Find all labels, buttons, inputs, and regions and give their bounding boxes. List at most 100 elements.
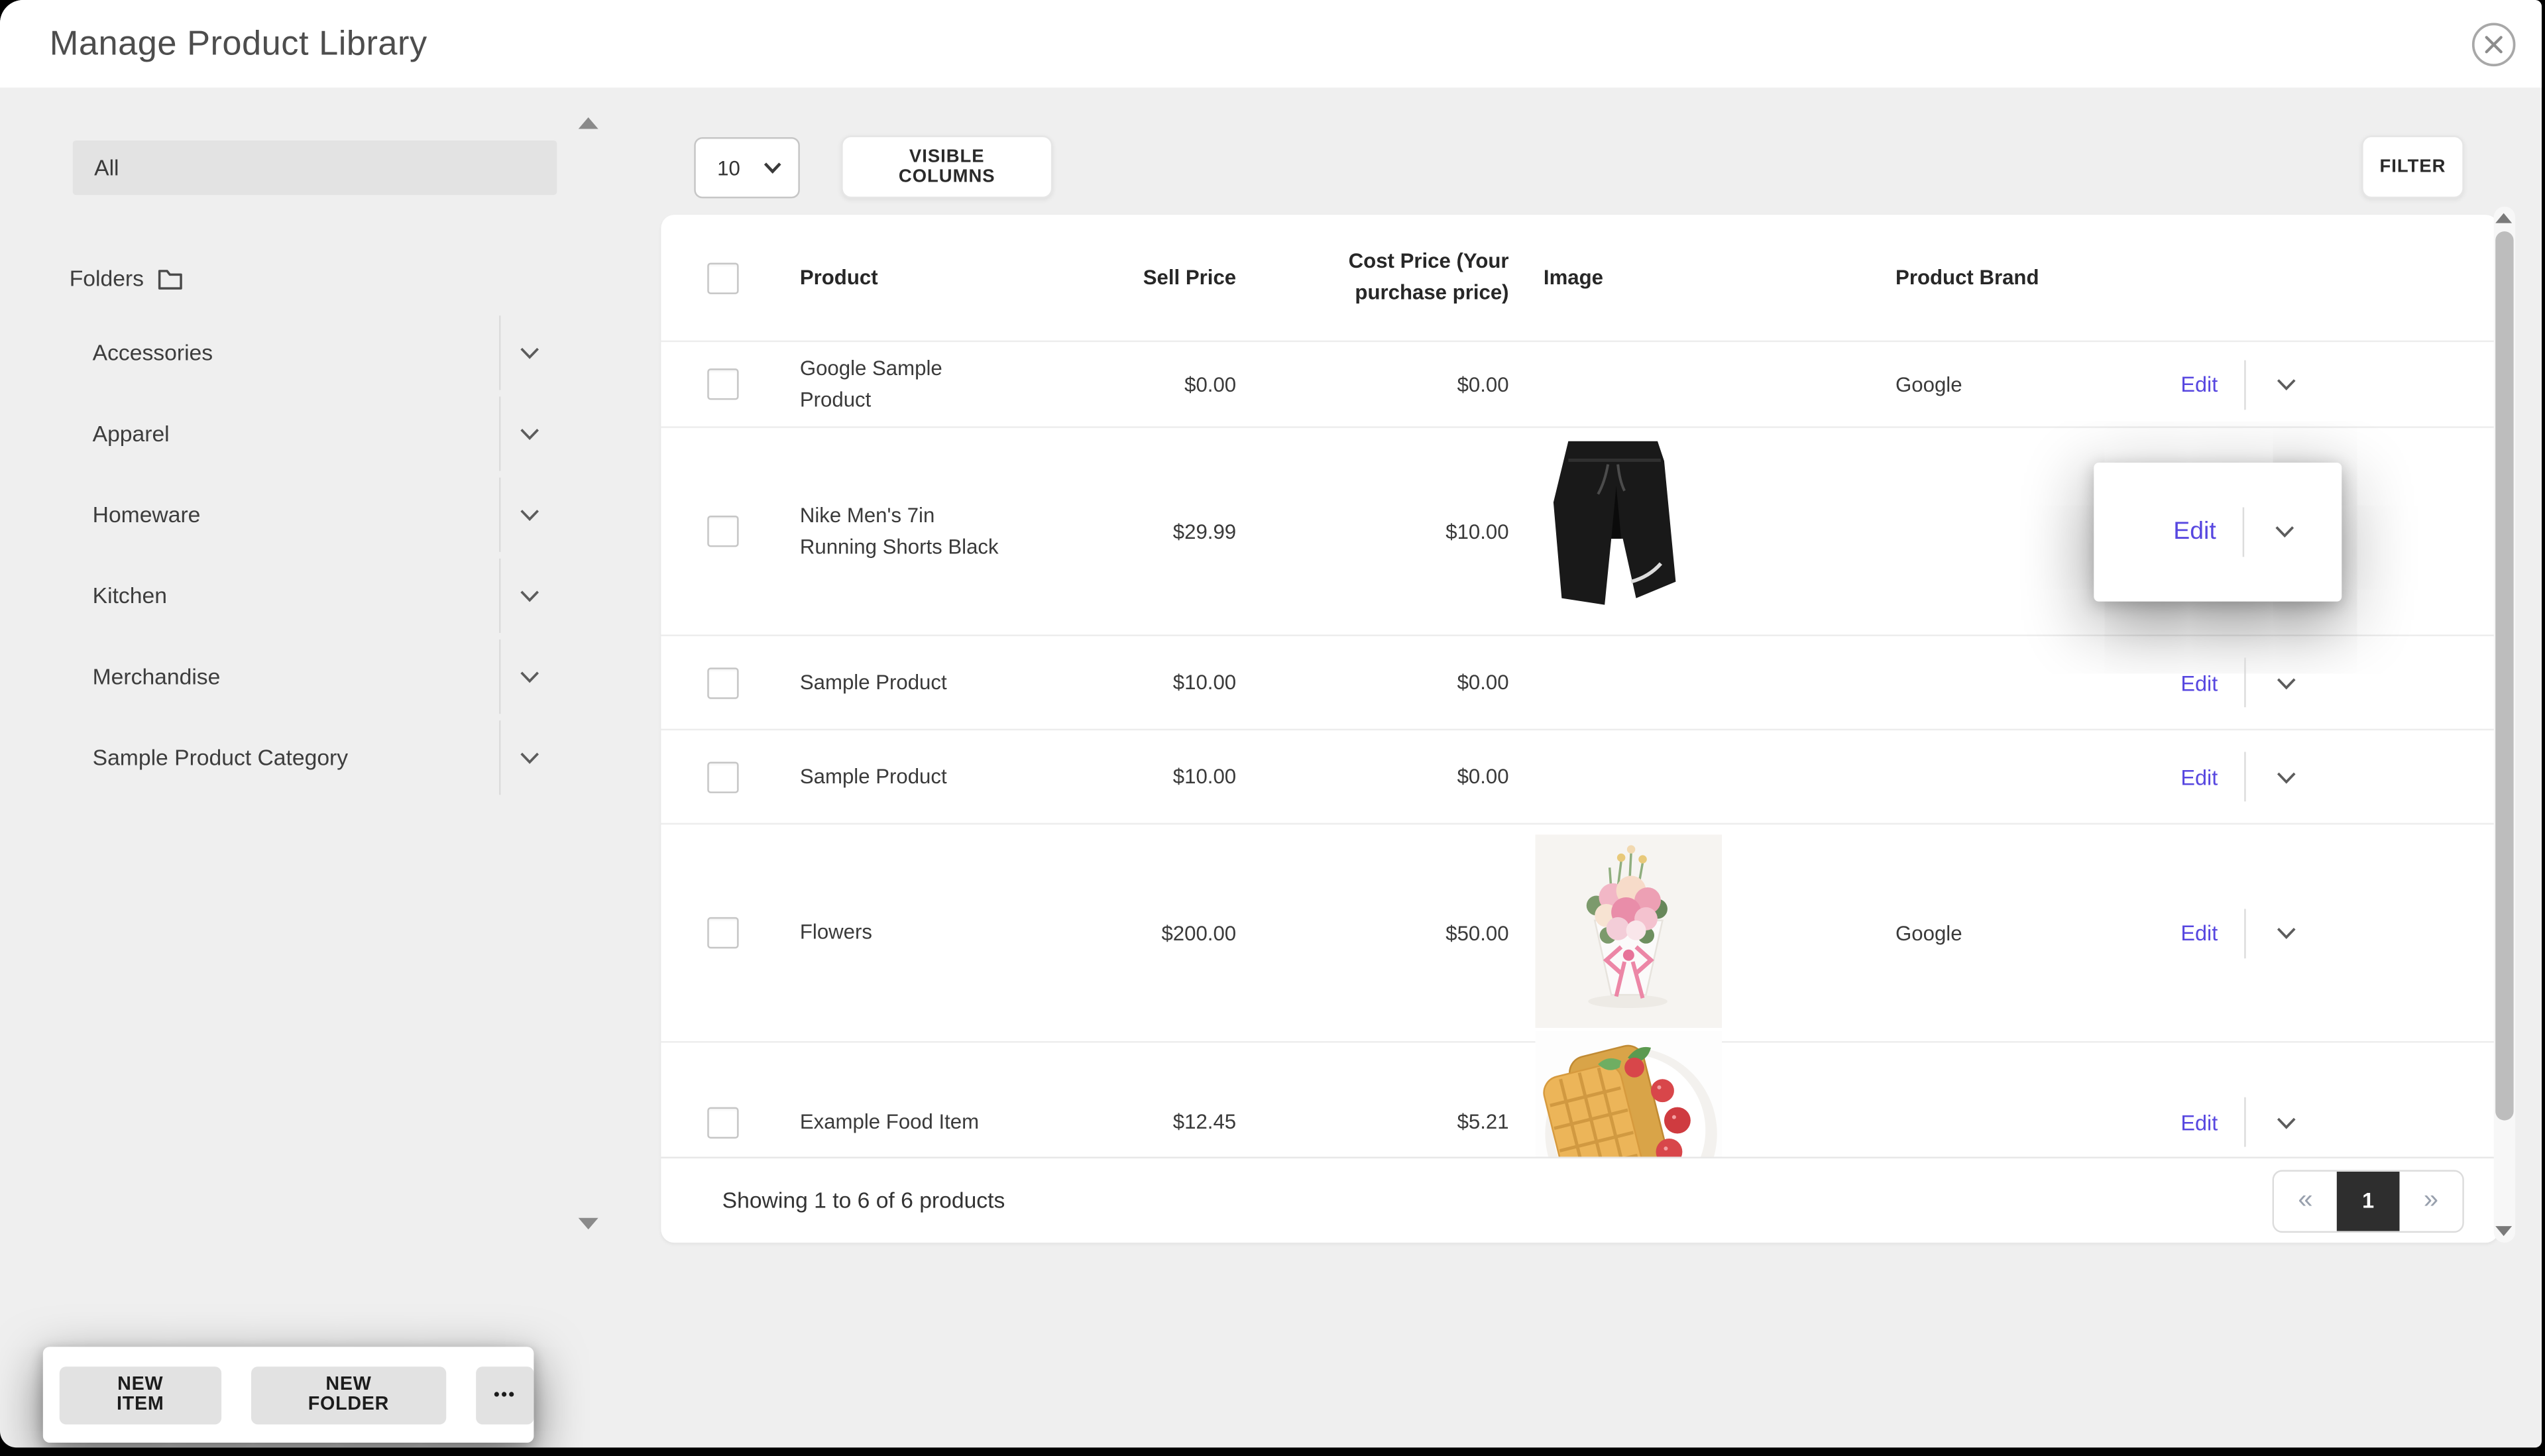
visible-columns-button[interactable]: VISIBLE COLUMNS	[841, 135, 1053, 199]
sidebar-item-all[interactable]: All	[72, 140, 557, 196]
sell-price: $10.00	[1172, 671, 1237, 695]
table-row: Nike Men's 7in Running Shorts Black $29.…	[661, 426, 2499, 634]
close-icon	[2471, 23, 2516, 67]
edit-link[interactable]: Edit	[2180, 670, 2218, 695]
sidebar-scroll-up-icon[interactable]	[578, 117, 598, 129]
folder-name: Merchandise	[92, 664, 221, 689]
scroll-down-icon[interactable]	[2495, 1226, 2513, 1237]
new-item-button[interactable]: NEW ITEM	[59, 1365, 221, 1424]
row-checkbox[interactable]	[707, 515, 739, 547]
sell-price: $29.99	[1172, 520, 1237, 543]
scroll-up-icon[interactable]	[2495, 213, 2513, 223]
sidebar-folder-item-accessories[interactable]: Accessories	[93, 315, 557, 390]
main-scrollbar[interactable]	[2493, 206, 2516, 1243]
folder-divider	[499, 720, 501, 795]
chevron-down-icon[interactable]	[516, 501, 543, 534]
select-caret-icon	[764, 162, 781, 174]
row-checkbox[interactable]	[707, 761, 739, 793]
pagination-page-1-button[interactable]: 1	[2336, 1170, 2400, 1231]
table-row: Google Sample Product $0.00 $0.00 Google…	[661, 340, 2499, 427]
product-name: Sample Product	[799, 764, 947, 788]
scrollbar-thumb[interactable]	[2495, 231, 2514, 1121]
folders-label: Folders	[69, 266, 144, 291]
actions-divider	[2244, 657, 2246, 708]
table-row: Sample Product $10.00 $0.00 Edit	[661, 728, 2499, 823]
row-actions-chevron[interactable]	[2273, 1108, 2300, 1136]
filter-button[interactable]: FILTER	[2361, 135, 2464, 199]
folder-name: Homeware	[92, 502, 201, 528]
results-summary: Showing 1 to 6 of 6 products	[722, 1188, 1005, 1213]
edit-link[interactable]: Edit	[2173, 517, 2216, 545]
folder-name: Kitchen	[92, 583, 167, 608]
row-checkbox[interactable]	[707, 667, 739, 699]
pagination-prev-button[interactable]: «	[2274, 1170, 2337, 1231]
page-size-value: 10	[717, 156, 740, 180]
sidebar-folder-item-merchandise[interactable]: Merchandise	[92, 639, 557, 714]
column-header-product: Product	[799, 266, 878, 290]
sidebar-folder-item-kitchen[interactable]: Kitchen	[92, 558, 557, 634]
row-checkbox[interactable]	[707, 917, 739, 949]
sidebar-scroll-down-icon[interactable]	[578, 1217, 598, 1230]
chevron-down-icon[interactable]	[516, 663, 543, 696]
column-header-sell-price: Sell Price	[1143, 266, 1237, 290]
edit-link[interactable]: Edit	[2180, 372, 2218, 397]
pagination-next-button[interactable]: »	[2399, 1170, 2463, 1231]
edit-link[interactable]: Edit	[2180, 1109, 2218, 1135]
product-name: Sample Product	[799, 670, 947, 694]
sidebar-folder-item-apparel[interactable]: Apparel	[92, 396, 557, 471]
chevron-down-icon[interactable]	[516, 744, 543, 777]
cost-price: $50.00	[1445, 921, 1509, 945]
row-checkbox[interactable]	[707, 368, 739, 400]
column-header-image: Image	[1543, 266, 1604, 290]
folder-name: Apparel	[92, 421, 170, 447]
sidebar-folder-item-homeware[interactable]: Homeware	[92, 477, 557, 552]
product-name: Google Sample Product	[799, 356, 942, 411]
edit-link[interactable]: Edit	[2180, 764, 2218, 789]
sell-price: $10.00	[1172, 765, 1237, 789]
row-actions-chevron[interactable]	[2271, 517, 2298, 545]
cost-price: $5.21	[1457, 1110, 1509, 1134]
close-button[interactable]	[2471, 21, 2517, 68]
cost-price: $10.00	[1445, 520, 1509, 543]
actions-divider	[2242, 506, 2245, 557]
library-actions-panel: NEW ITEM NEW FOLDER •••	[42, 1347, 534, 1443]
folder-divider	[499, 477, 501, 552]
product-image-shorts	[1535, 435, 1722, 627]
sell-price: $200.00	[1161, 921, 1237, 945]
sell-price: $12.45	[1172, 1110, 1237, 1134]
select-all-checkbox[interactable]	[707, 262, 739, 294]
folder-divider	[499, 315, 501, 390]
row-checkbox[interactable]	[707, 1106, 739, 1138]
page-size-select[interactable]: 10	[694, 137, 800, 199]
folder-icon	[158, 268, 182, 289]
actions-divider	[2244, 1097, 2246, 1147]
actions-divider	[2244, 908, 2246, 958]
actions-divider	[2244, 752, 2246, 802]
product-image-flowers	[1535, 833, 1723, 1032]
folders-section-label: Folders	[69, 266, 184, 291]
modal-header: Manage Product Library	[0, 0, 2542, 88]
new-folder-button[interactable]: NEW FOLDER	[251, 1365, 447, 1424]
row-actions-chevron[interactable]	[2273, 370, 2300, 398]
sidebar-folder-item-sample-product-category[interactable]: Sample Product Category	[93, 720, 557, 795]
row-actions-chevron[interactable]	[2273, 919, 2300, 946]
table-row: Sample Product $10.00 $0.00 Edit	[661, 634, 2499, 729]
chevron-down-icon[interactable]	[516, 339, 543, 372]
product-name: Example Food Item	[799, 1109, 980, 1133]
table-toolbar: 10 VISIBLE COLUMNS FILTER	[661, 135, 2499, 199]
table-footer: Showing 1 to 6 of 6 products « 1 »	[661, 1156, 2499, 1243]
chevron-down-icon[interactable]	[516, 582, 543, 615]
cost-price: $0.00	[1457, 765, 1509, 789]
actions-divider	[2244, 359, 2246, 410]
row-actions-chevron[interactable]	[2273, 763, 2300, 791]
cost-price: $0.00	[1457, 372, 1509, 396]
product-brand: Google	[1895, 921, 1962, 945]
chevron-down-icon[interactable]	[516, 420, 543, 453]
table-header-row: Product Sell Price Cost Price (Your purc…	[661, 215, 2499, 341]
more-actions-button[interactable]: •••	[476, 1365, 534, 1424]
edit-link[interactable]: Edit	[2180, 920, 2218, 946]
row-actions-chevron[interactable]	[2273, 669, 2300, 697]
page-title: Manage Product Library	[49, 24, 427, 62]
folder-sidebar: All Folders Accessories Apparel Homeware…	[0, 87, 657, 1447]
